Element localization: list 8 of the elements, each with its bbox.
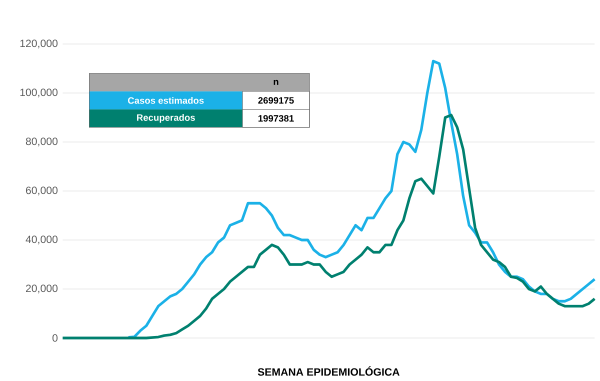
y-tick-label: 120,000 [20,40,58,48]
y-tick-label: 80,000 [26,138,58,146]
y-tick-label: 60,000 [26,186,58,196]
y-tick-label: 100,000 [20,88,58,98]
y-tick-label: 40,000 [26,236,58,244]
y-tick-label: 0 [52,334,58,342]
y-tick-label: 20,000 [26,284,58,294]
x-axis-title: SEMANA EPIDEMIOLÓGICA [258,366,400,376]
